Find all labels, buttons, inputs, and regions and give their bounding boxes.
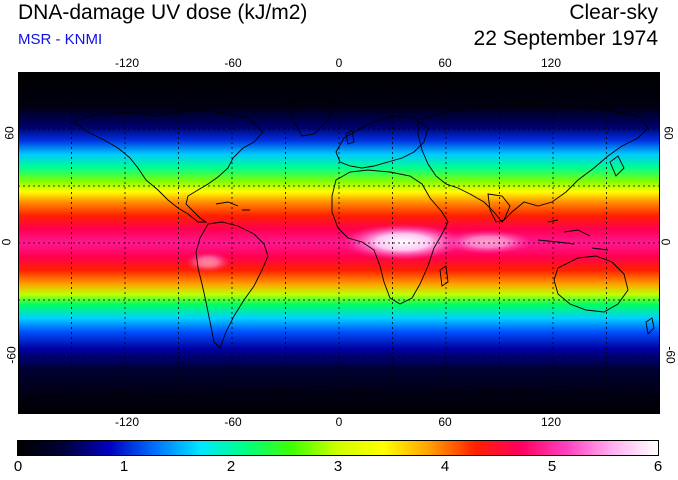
uv-hotspot-east [443, 230, 533, 254]
lon-tick-bottom: 120 [540, 415, 562, 429]
lat-tick-left: 0 [0, 238, 14, 246]
colorbar-label: 2 [226, 458, 236, 475]
map-date: 22 September 1974 [473, 27, 658, 50]
coastline-madagascar [439, 265, 449, 287]
map-frame [18, 72, 660, 414]
coastline-indonesia [537, 219, 609, 251]
colorbar-label: 0 [13, 458, 23, 475]
lat-tick-right: 0 [658, 238, 673, 246]
coastline-india [487, 193, 511, 223]
coastline-europe [335, 115, 429, 169]
sky-condition: Clear-sky [569, 1, 658, 24]
lat-tick-right: -60 [663, 346, 678, 364]
coastlines [18, 95, 660, 399]
uv-dose-map [18, 72, 660, 414]
coastline-asia [417, 103, 649, 223]
lat-tick-left: 60 [2, 126, 17, 140]
colorbar-label: 5 [547, 458, 557, 475]
coastline-south-america [195, 221, 269, 349]
coastline-antarctica [18, 389, 660, 399]
lon-tick-top: 0 [335, 56, 343, 70]
colorbar-label: 3 [333, 458, 343, 475]
map-title: DNA-damage UV dose (kJ/m2) [18, 1, 308, 24]
lon-tick-bottom: -120 [114, 415, 140, 429]
uv-hotspot-america [186, 252, 230, 272]
coastline-greenland [287, 95, 337, 137]
coastline-japan [609, 155, 625, 177]
coastline-new-zealand [645, 317, 655, 335]
colorbar-label: 4 [440, 458, 450, 475]
lon-tick-bottom: 0 [335, 415, 343, 429]
lon-tick-top: -60 [224, 56, 242, 70]
graticule [18, 72, 660, 414]
lon-tick-top: 60 [438, 56, 452, 70]
lon-tick-top: 120 [540, 56, 562, 70]
colorbar [17, 440, 659, 456]
source-label: MSR - KNMI [18, 31, 103, 48]
lon-tick-bottom: 60 [438, 415, 452, 429]
coastline-north-america [71, 109, 264, 223]
lon-tick-bottom: -60 [224, 415, 242, 429]
coastline-australia [553, 255, 629, 313]
coastline-caribbean [215, 201, 250, 211]
lat-tick-right: 60 [661, 126, 676, 140]
coastline-british-isles [345, 129, 355, 145]
colorbar-label: 6 [653, 458, 663, 475]
lon-tick-top: -120 [114, 56, 140, 70]
coastline-africa [331, 169, 449, 305]
colorbar-label: 1 [119, 458, 129, 475]
lat-tick-left: -60 [4, 346, 19, 364]
